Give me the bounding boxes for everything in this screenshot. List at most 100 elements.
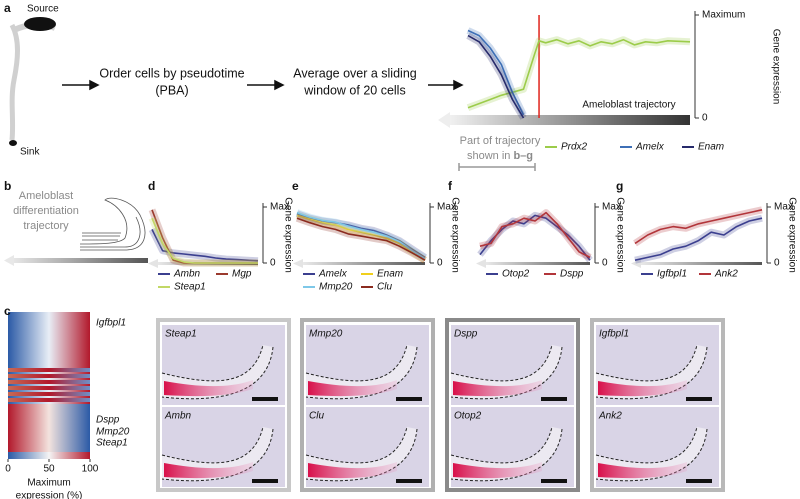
image-frame — [300, 318, 435, 492]
heatmap-row — [8, 436, 90, 439]
heatmap-row — [8, 404, 90, 407]
image-label: Ambn — [164, 411, 192, 422]
series-line — [467, 29, 525, 116]
heatmap-row — [8, 428, 90, 431]
heatmap-row — [8, 348, 90, 351]
legend-label: Prdx2 — [561, 142, 588, 153]
range-note-bold: b–g — [513, 150, 533, 162]
series-line — [467, 34, 525, 119]
heatmap-row — [8, 356, 90, 359]
legend-label: Amelx — [318, 269, 348, 280]
y-tick-label: 0 — [270, 258, 276, 269]
heatmap-row — [8, 402, 90, 405]
row-label: Igfbpl1 — [96, 318, 126, 329]
trajectory-label: Ameloblast trajectory — [582, 100, 675, 111]
trajectory-arrowhead — [148, 259, 158, 268]
x-tick-label: 100 — [82, 464, 99, 475]
heatmap-row — [8, 398, 90, 401]
image-frame — [590, 318, 725, 492]
y-axis-label: Gene expression — [449, 197, 460, 273]
heatmap-row — [8, 386, 90, 389]
scale-bar — [541, 479, 567, 483]
heatmap-row — [8, 330, 90, 333]
step-text: (PBA) — [155, 83, 188, 97]
trajectory-bar — [641, 262, 762, 265]
y-tick-label: Max — [602, 202, 621, 213]
heatmap-row — [8, 322, 90, 325]
legend-label: Steap1 — [174, 282, 206, 293]
heatmap-row — [8, 328, 90, 331]
source-label: Source — [27, 4, 59, 15]
y-tick-label: Max — [270, 202, 289, 213]
heatmap-row — [8, 424, 90, 427]
heatmap-row — [8, 426, 90, 429]
cell-cloud — [9, 17, 57, 146]
panel-letter: a — [4, 1, 11, 15]
legend-label: Clu — [377, 282, 392, 293]
trajectory-arrowhead — [438, 112, 450, 128]
heatmap-row — [8, 358, 90, 361]
trajectory-arrowhead — [293, 259, 303, 268]
heatmap-row — [8, 372, 90, 375]
panel-letter: b — [4, 179, 11, 193]
stain-signal — [164, 462, 253, 479]
legend-label: Mmp20 — [319, 282, 353, 293]
scale-bar — [252, 397, 278, 401]
scale-bar — [686, 479, 712, 483]
sink-label: Sink — [20, 147, 40, 158]
scale-bar — [541, 397, 567, 401]
series-line — [634, 217, 763, 261]
trajectory-bar — [448, 115, 690, 125]
y-axis-label: Gene expression — [770, 29, 781, 105]
heatmap-row — [8, 418, 90, 421]
heatmap-row — [8, 364, 90, 367]
trajectory-bar — [486, 262, 590, 265]
legend-label: Dspp — [560, 269, 584, 280]
y-tick-label: Max — [437, 202, 456, 213]
image-label: Steap1 — [165, 329, 197, 340]
heatmap-row — [8, 388, 90, 391]
heatmap-row — [8, 446, 90, 449]
image-label: Ank2 — [598, 411, 622, 422]
heatmap-row — [8, 444, 90, 447]
heatmap-row — [8, 332, 90, 335]
scale-bar — [252, 479, 278, 483]
series-line — [479, 211, 591, 259]
range-bracket — [458, 163, 536, 171]
heatmap-row — [8, 382, 90, 385]
trajectory-arrowhead — [476, 259, 486, 268]
image-label: Dspp — [454, 329, 478, 340]
heatmap-row — [8, 440, 90, 443]
panel-letter: g — [616, 179, 623, 193]
heatmap-row — [8, 376, 90, 379]
heatmap-row — [8, 314, 90, 317]
stain-signal — [453, 462, 542, 479]
y-tick-label: Max — [774, 202, 793, 213]
stain-signal — [453, 380, 542, 397]
range-note: shown in b–g — [467, 150, 533, 162]
heatmap-row — [8, 316, 90, 319]
x-axis-label: Maximum — [27, 478, 70, 489]
heatmap-row — [8, 380, 90, 383]
y-axis-label: Gene expression — [786, 197, 797, 273]
stain-signal — [308, 380, 397, 397]
y-tick-label: 0 — [602, 258, 608, 269]
heatmap-row — [8, 422, 90, 425]
heatmap-row — [8, 318, 90, 321]
image-frame — [445, 318, 580, 492]
heatmap-row — [8, 394, 90, 397]
series-line — [296, 211, 426, 260]
heatmap-row — [8, 448, 90, 451]
y-tick-label: 0 — [774, 258, 780, 269]
series-line — [467, 38, 691, 109]
heatmap-row — [8, 396, 90, 399]
heatmap-row — [8, 392, 90, 395]
image-label: Clu — [309, 411, 324, 422]
heatmap-row — [8, 320, 90, 323]
heatmap-row — [8, 370, 90, 373]
heatmap-row — [8, 354, 90, 357]
flow-arrows — [62, 79, 464, 91]
image-label: Mmp20 — [309, 329, 343, 340]
heatmap-row — [8, 410, 90, 413]
step-text: Average over a sliding — [293, 66, 417, 80]
